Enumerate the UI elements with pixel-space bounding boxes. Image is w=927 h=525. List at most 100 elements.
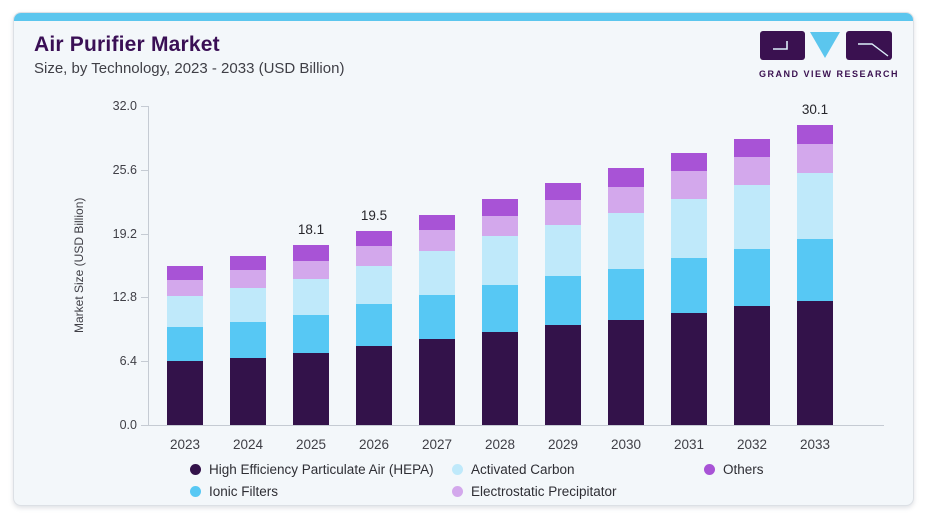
bar-segment xyxy=(797,238,833,302)
legend-dot-icon xyxy=(704,464,715,475)
bar-segment xyxy=(230,255,266,270)
legend-dot-icon xyxy=(190,464,201,475)
bar-segment xyxy=(167,361,203,425)
legend-dot-icon xyxy=(190,486,201,497)
gvr-logo-icon xyxy=(760,31,892,60)
bar-segment xyxy=(608,212,644,269)
x-tick-label: 2030 xyxy=(610,437,642,452)
bar-segment xyxy=(734,248,770,307)
x-tick-label: 2024 xyxy=(232,437,264,452)
bar-total-label: 19.5 xyxy=(360,207,388,223)
bar-segment xyxy=(482,285,518,333)
bar-2029: 2029 xyxy=(545,182,581,452)
y-tick-label: 25.6 xyxy=(112,162,137,177)
bar-segment xyxy=(545,199,581,225)
grand-view-research-logo: GRAND VIEW RESEARCH xyxy=(759,31,900,79)
legend-item: Activated Carbon xyxy=(452,462,704,477)
bar-segment xyxy=(293,353,329,425)
gvr-logo-text: GRAND VIEW RESEARCH xyxy=(759,69,900,79)
bar-2033: 2033 30.1 xyxy=(797,102,833,452)
bar-2031: 2031 xyxy=(671,152,707,452)
legend-item: Others xyxy=(704,462,764,477)
bar-segment xyxy=(419,339,455,425)
chart-legend: High Efficiency Particulate Air (HEPA) Ac… xyxy=(190,462,764,499)
bar-segment xyxy=(545,182,581,200)
bar-segment xyxy=(356,346,392,425)
chart-header: Air Purifier Market Size, by Technology,… xyxy=(34,33,344,77)
bar-2025: 2025 18.1 xyxy=(293,222,329,452)
bar-segment xyxy=(482,198,518,216)
bar-segment xyxy=(545,325,581,425)
bar-segment xyxy=(482,215,518,236)
bar-segment xyxy=(419,229,455,251)
y-axis-title: Market Size (USD Billion) xyxy=(72,197,86,334)
x-tick-label: 2023 xyxy=(169,437,201,452)
bar-segment xyxy=(293,244,329,261)
x-tick-label: 2026 xyxy=(358,437,390,452)
bars-container: 2023 2024 2025 18.1 2026 19.5 2027 2028 2029 2030… xyxy=(149,102,884,452)
bar-total-label: 30.1 xyxy=(801,101,829,117)
x-tick-label: 2025 xyxy=(295,437,327,452)
bar-segment xyxy=(482,332,518,425)
legend-label: Others xyxy=(723,462,764,477)
y-tick-mark xyxy=(141,297,149,299)
bar-2026: 2026 19.5 xyxy=(356,208,392,452)
legend-label: Activated Carbon xyxy=(471,462,575,477)
bar-segment xyxy=(419,295,455,340)
bar-segment xyxy=(608,268,644,321)
x-tick-label: 2032 xyxy=(736,437,768,452)
y-tick-label: 19.2 xyxy=(112,226,137,241)
y-tick-label: 32.0 xyxy=(112,99,137,113)
y-tick-mark xyxy=(141,425,149,426)
bar-segment xyxy=(608,186,644,213)
bar-segment xyxy=(482,235,518,286)
bar-segment xyxy=(419,214,455,230)
bar-segment xyxy=(293,315,329,354)
legend-label: Ionic Filters xyxy=(209,484,279,499)
bar-total-label: 18.1 xyxy=(297,221,325,237)
bar-2030: 2030 xyxy=(608,167,644,452)
bar-segment xyxy=(797,124,833,144)
chart-card: Air Purifier Market Size, by Technology,… xyxy=(13,12,914,506)
bar-segment xyxy=(734,184,770,249)
x-tick-label: 2027 xyxy=(421,437,453,452)
bar-segment xyxy=(545,224,581,277)
bar-segment xyxy=(671,198,707,258)
legend-label: High Efficiency Particulate Air (HEPA) xyxy=(209,462,434,477)
page-subtitle: Size, by Technology, 2023 - 2033 (USD Bi… xyxy=(34,60,345,77)
bar-2027: 2027 xyxy=(419,214,455,452)
bar-segment xyxy=(671,170,707,199)
y-tick-label: 6.4 xyxy=(119,354,137,369)
bar-segment xyxy=(293,260,329,280)
x-tick-label: 2029 xyxy=(547,437,579,452)
bar-segment xyxy=(734,156,770,185)
bar-segment xyxy=(356,245,392,266)
y-tick-mark xyxy=(141,106,149,107)
bar-segment xyxy=(230,288,266,323)
bar-2023: 2023 xyxy=(167,265,203,452)
bar-segment xyxy=(356,230,392,246)
bar-segment xyxy=(797,301,833,425)
bar-segment xyxy=(167,296,203,328)
plot-area: 2023 2024 2025 18.1 2026 19.5 2027 2028 2029 2030… xyxy=(113,99,884,452)
x-tick-label: 2033 xyxy=(799,437,831,452)
bar-segment xyxy=(608,167,644,187)
bar-segment xyxy=(167,327,203,362)
x-tick-label: 2028 xyxy=(484,437,516,452)
bar-segment xyxy=(608,320,644,425)
y-tick-mark xyxy=(141,361,149,363)
card-accent-bar xyxy=(14,13,913,21)
bar-2028: 2028 xyxy=(482,198,518,452)
bar-segment xyxy=(356,304,392,347)
page-title: Air Purifier Market xyxy=(34,33,220,56)
bar-segment xyxy=(671,313,707,425)
legend-dot-icon xyxy=(452,464,463,475)
legend-item: Ionic Filters xyxy=(190,484,452,499)
bar-segment xyxy=(734,138,770,157)
y-tick-mark xyxy=(141,233,149,235)
bar-segment xyxy=(671,152,707,171)
legend-label: Electrostatic Precipitator xyxy=(471,484,617,499)
bar-segment xyxy=(230,358,266,425)
bar-segment xyxy=(230,322,266,359)
bar-segment xyxy=(797,172,833,239)
